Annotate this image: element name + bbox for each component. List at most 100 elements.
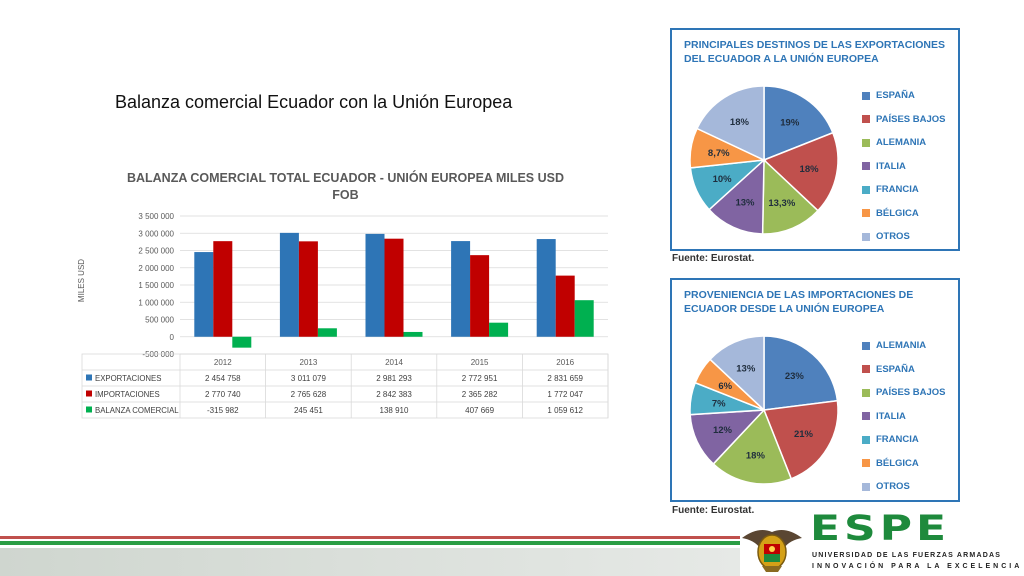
legend-label: BÉLGICA bbox=[876, 207, 919, 219]
legend-item: ESPAÑA bbox=[862, 358, 946, 382]
pie-slice-label: 19% bbox=[780, 118, 800, 129]
legend-label: ESPAÑA bbox=[876, 90, 915, 102]
legend-label: OTROS bbox=[876, 231, 910, 243]
legend-swatch bbox=[862, 365, 870, 374]
data-table-value: 1 772 047 bbox=[547, 390, 583, 399]
y-tick-label: 1 500 000 bbox=[138, 281, 174, 290]
legend-swatch bbox=[86, 374, 92, 381]
bar-importaciones-2015 bbox=[470, 255, 490, 337]
legend-swatch bbox=[862, 459, 870, 468]
legend-item: BÉLGICA bbox=[862, 452, 946, 476]
bar-balanza-comercial-2015 bbox=[489, 322, 509, 337]
legend-item: ITALIA bbox=[862, 155, 946, 179]
pie-slice-españa bbox=[762, 399, 839, 480]
footer-gray-band bbox=[0, 548, 740, 576]
pie-slice-label: 18% bbox=[746, 451, 766, 462]
legend-label: PAÍSES BAJOS bbox=[876, 387, 946, 399]
legend-swatch bbox=[862, 185, 870, 194]
legend-item: OTROS bbox=[862, 475, 946, 499]
data-table-value: 3 011 079 bbox=[291, 374, 327, 383]
imports-pie-legend: ALEMANIA ESPAÑA PAÍSES BAJOS ITALIA FRANCIA B… bbox=[862, 334, 946, 499]
source-note-exports: Fuente: Eurostat. bbox=[672, 253, 755, 264]
legend-item: PAÍSES BAJOS bbox=[862, 108, 946, 132]
bar-exportaciones-2015 bbox=[451, 241, 471, 337]
legend-swatch bbox=[862, 232, 870, 241]
legend-swatch bbox=[862, 115, 870, 124]
legend-item: OTROS bbox=[862, 225, 946, 249]
data-table-value: 2 765 628 bbox=[291, 390, 327, 399]
legend-item: FRANCIA bbox=[862, 178, 946, 202]
exports-pie-title: PRINCIPALES DESTINOS DE LAS EXPORTACIONE… bbox=[684, 39, 945, 65]
x-tick-label: 2013 bbox=[300, 358, 318, 367]
data-table-value: 138 910 bbox=[380, 406, 409, 415]
pie-slice-label: 13% bbox=[736, 363, 756, 374]
pie-slice-label: 18% bbox=[730, 117, 750, 128]
pie-slice-label: 8,7% bbox=[708, 148, 730, 159]
legend-label: FRANCIA bbox=[876, 434, 919, 446]
y-tick-label: 3 500 000 bbox=[138, 212, 174, 221]
pie-slice-label: 18% bbox=[800, 164, 820, 175]
y-tick-label: 2 500 000 bbox=[138, 247, 174, 256]
legend-swatch bbox=[862, 138, 870, 147]
legend-swatch bbox=[862, 341, 870, 350]
legend-label: PAÍSES BAJOS bbox=[876, 113, 946, 125]
x-tick-label: 2014 bbox=[385, 358, 403, 367]
legend-label: FRANCIA bbox=[876, 184, 919, 196]
bar-importaciones-2013 bbox=[298, 241, 318, 337]
x-tick-label: 2012 bbox=[214, 358, 232, 367]
legend-swatch bbox=[86, 390, 92, 397]
espe-motto: INNOVACIÓN PARA LA EXCELENCIA bbox=[812, 563, 1023, 570]
pie-slice-label: 21% bbox=[794, 429, 814, 440]
data-table-value: 2 770 740 bbox=[205, 390, 241, 399]
y-tick-label: 3 000 000 bbox=[138, 229, 174, 238]
footer-green-stripe bbox=[0, 541, 740, 545]
data-table-value: 2 981 293 bbox=[376, 374, 412, 383]
legend-label: ALEMANIA bbox=[876, 340, 927, 352]
slide-title: Balanza comercial Ecuador con la Unión E… bbox=[115, 92, 513, 112]
pie-slice-alemania bbox=[761, 158, 820, 235]
y-tick-label: 1 000 000 bbox=[138, 298, 174, 307]
legend-label: BÉLGICA bbox=[876, 457, 919, 469]
pie-slice-label: 7% bbox=[712, 398, 726, 409]
y-tick-label: 500 000 bbox=[145, 316, 174, 325]
legend-item: ESPAÑA bbox=[862, 84, 946, 108]
legend-item: FRANCIA bbox=[862, 428, 946, 452]
imports-origins-panel: PROVENIENCIA DE LAS IMPORTACIONES DE ECU… bbox=[670, 278, 960, 502]
pie-slice-otros bbox=[708, 335, 765, 412]
data-table-value: -315 982 bbox=[207, 406, 239, 415]
y-tick-label: -500 000 bbox=[142, 350, 174, 359]
legend-label: ESPAÑA bbox=[876, 363, 915, 375]
y-tick-label: 0 bbox=[170, 333, 175, 342]
data-table-value: 2 454 758 bbox=[205, 374, 241, 383]
bar-exportaciones-2016 bbox=[536, 239, 556, 337]
pie-slice-label: 10% bbox=[713, 174, 733, 185]
bar-importaciones-2016 bbox=[555, 275, 575, 337]
legend-swatch bbox=[862, 435, 870, 444]
pie-slice-label: 13% bbox=[735, 197, 755, 208]
legend-label: ALEMANIA bbox=[876, 137, 927, 149]
bar-balanza-comercial-2013 bbox=[317, 328, 337, 337]
legend-item: ALEMANIA bbox=[862, 131, 946, 155]
university-emblem-icon bbox=[742, 530, 802, 572]
bar-importaciones-2014 bbox=[384, 238, 404, 337]
pie-slice-italia bbox=[708, 158, 765, 235]
bar-exportaciones-2013 bbox=[279, 232, 299, 337]
y-tick-label: 2 000 000 bbox=[138, 264, 174, 273]
legend-swatch bbox=[862, 388, 870, 397]
legend-item: ALEMANIA bbox=[862, 334, 946, 358]
pie-slice-label: 23% bbox=[785, 371, 805, 382]
x-tick-label: 2016 bbox=[556, 358, 574, 367]
bar-balanza-comercial-2012 bbox=[232, 336, 252, 348]
bar-balanza-comercial-2014 bbox=[403, 331, 423, 337]
x-tick-label: 2015 bbox=[471, 358, 489, 367]
footer-red-stripe bbox=[0, 536, 740, 539]
data-table-value: 2 842 383 bbox=[376, 390, 412, 399]
chart-title: BALANZA COMERCIAL TOTAL ECUADOR - UNIÓN … bbox=[126, 171, 565, 202]
source-note-imports: Fuente: Eurostat. bbox=[672, 505, 755, 516]
pie-slice-países bajos bbox=[712, 408, 793, 485]
legend-label: IMPORTACIONES bbox=[95, 390, 160, 399]
bar-exportaciones-2012 bbox=[194, 252, 214, 337]
legend-label: ITALIA bbox=[876, 160, 906, 172]
data-table-value: 1 059 612 bbox=[547, 406, 583, 415]
pie-slice-label: 12% bbox=[713, 425, 733, 436]
